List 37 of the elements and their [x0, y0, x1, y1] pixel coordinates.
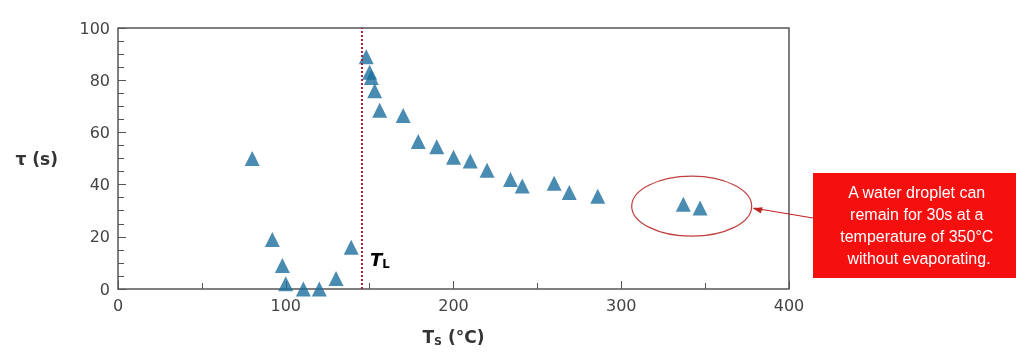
point — [514, 178, 530, 194]
x-tick-label: 100 — [270, 295, 302, 315]
point — [410, 134, 426, 150]
y-tick-label: 60 — [89, 122, 110, 142]
x-tick-label: 300 — [605, 295, 637, 315]
point — [395, 107, 411, 123]
y-tick-label: 0 — [99, 279, 110, 299]
point — [561, 184, 577, 200]
y-tick-label: 80 — [89, 70, 110, 90]
point — [295, 281, 311, 297]
point — [692, 200, 708, 216]
point — [367, 83, 383, 99]
text: A water droplet can remain for 30s at a temperature of 350°C without evaporating. — [840, 184, 998, 267]
point — [278, 276, 294, 292]
point — [264, 231, 280, 247]
point — [675, 196, 691, 212]
point — [429, 139, 445, 155]
point — [328, 271, 344, 287]
point — [343, 239, 359, 255]
y-tick-label: 20 — [89, 227, 110, 247]
point — [311, 281, 327, 297]
x-tick-label: 0 — [112, 295, 124, 315]
point — [546, 175, 562, 191]
point — [372, 102, 388, 118]
point — [503, 171, 519, 187]
point — [479, 162, 495, 178]
point — [363, 70, 379, 86]
point — [446, 149, 461, 165]
point — [274, 258, 290, 274]
point — [462, 153, 478, 169]
y-tick-label: 100 — [79, 18, 110, 38]
y-tick-label: 40 — [89, 175, 110, 195]
x-tick-label: 200 — [438, 295, 469, 315]
point — [244, 151, 260, 166]
y-axis-title: τ (s) — [15, 148, 58, 169]
x-tick-label: 400 — [773, 295, 805, 315]
point — [590, 188, 606, 204]
